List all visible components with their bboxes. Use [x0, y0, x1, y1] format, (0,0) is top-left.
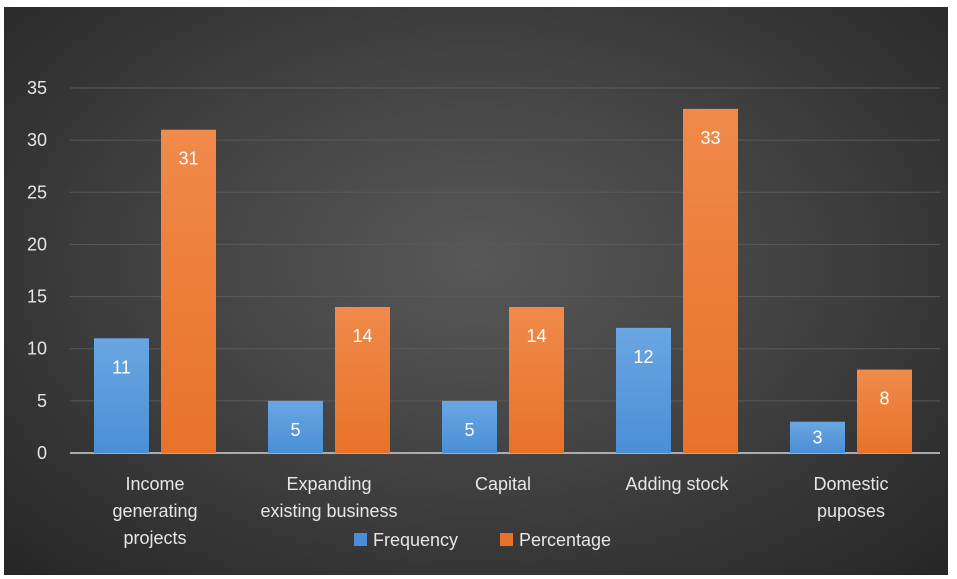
- data-label: 11: [112, 357, 131, 377]
- bar-percentage: [335, 307, 390, 453]
- x-tick-label: existing business: [260, 501, 397, 521]
- data-label: 12: [633, 347, 653, 367]
- data-label: 14: [352, 326, 372, 346]
- bar-frequency: [616, 327, 671, 453]
- x-tick-label: generating: [112, 501, 197, 521]
- x-tick-label: Capital: [475, 474, 531, 494]
- x-tick-label: projects: [123, 528, 186, 548]
- data-label: 14: [526, 326, 546, 346]
- y-tick-label: 30: [27, 130, 47, 150]
- legend-swatch-frequency: [354, 533, 367, 546]
- data-label: 31: [178, 149, 198, 169]
- data-label: 8: [879, 389, 889, 409]
- y-tick-label: 35: [27, 78, 47, 98]
- bar-percentage: [161, 129, 216, 453]
- y-tick-label: 0: [37, 443, 47, 463]
- data-label: 3: [812, 427, 822, 447]
- x-tick-label: Expanding: [286, 474, 371, 494]
- y-tick-label: 25: [27, 182, 47, 202]
- bar-percentage: [683, 108, 738, 453]
- bar-frequency: [268, 400, 323, 453]
- legend-label-percentage: Percentage: [519, 530, 611, 550]
- y-tick-label: 15: [27, 287, 47, 307]
- x-tick-label: Domestic: [813, 474, 888, 494]
- bar-frequency: [94, 338, 149, 453]
- y-tick-label: 5: [37, 391, 47, 411]
- x-tick-label: Income: [125, 474, 184, 494]
- legend-swatch-percentage: [500, 533, 513, 546]
- bar-percentage: [857, 369, 912, 453]
- y-tick-label: 20: [27, 234, 47, 254]
- x-tick-label: Adding stock: [625, 474, 729, 494]
- data-label: 33: [700, 128, 720, 148]
- bar-percentage: [509, 307, 564, 453]
- bar-frequency: [790, 421, 845, 453]
- data-label: 5: [464, 420, 474, 440]
- x-tick-label: puposes: [817, 501, 885, 521]
- y-tick-label: 10: [27, 339, 47, 359]
- bar-frequency: [442, 400, 497, 453]
- legend-label-frequency: Frequency: [373, 530, 458, 550]
- data-label: 5: [290, 420, 300, 440]
